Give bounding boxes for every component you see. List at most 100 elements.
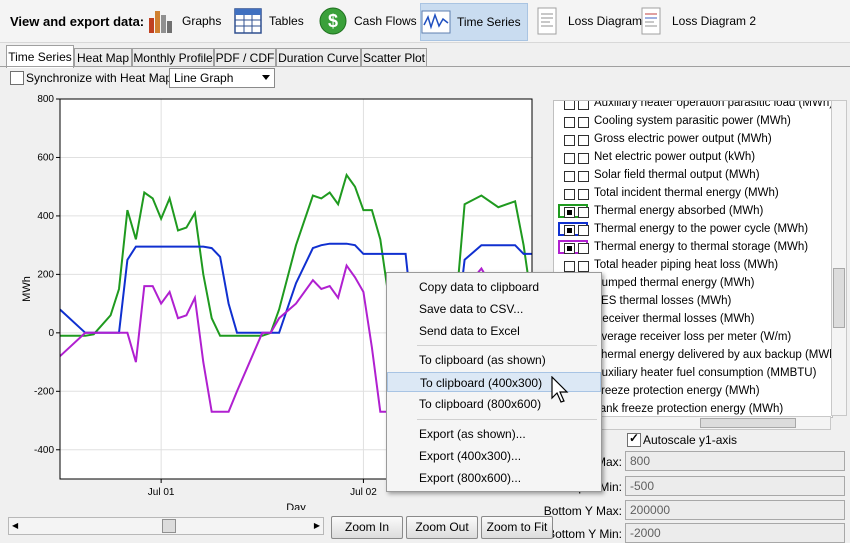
variable-label: Thermal energy absorbed (MWh) — [594, 205, 764, 217]
tab-heat-map[interactable]: Heat Map — [74, 48, 132, 67]
scroll-left-icon[interactable]: ◀ — [12, 521, 19, 530]
variable-list-scroll-thumb[interactable] — [833, 268, 845, 328]
dollar-icon: $ — [319, 7, 347, 35]
time-series-label: Time Series — [457, 15, 521, 29]
tab-pdf-cdf[interactable]: PDF / CDF — [214, 48, 276, 67]
menu-clipboard-400x300[interactable]: To clipboard (400x300) — [387, 372, 601, 392]
variable-y2-checkbox[interactable] — [578, 171, 589, 182]
variable-y1-checkbox[interactable] — [564, 207, 575, 218]
variable-item[interactable]: Total header piping heat loss (MWh) — [554, 257, 832, 275]
zoom-to-fit-button[interactable]: Zoom to Fit — [481, 516, 553, 539]
variable-item[interactable]: Gross electric power output (MWh) — [554, 131, 832, 149]
sync-heat-map-checkbox[interactable] — [10, 71, 24, 85]
variable-y2-checkbox[interactable] — [578, 261, 589, 272]
variable-list-scrollbar[interactable] — [831, 100, 847, 416]
variable-y2-checkbox[interactable] — [578, 135, 589, 146]
tab-time-series[interactable]: Time Series — [6, 45, 74, 68]
loss-diagram-button[interactable]: Loss Diagram — [532, 3, 642, 39]
bar-chart-icon — [149, 11, 172, 33]
graph-type-value: Line Graph — [174, 71, 234, 85]
zoom-out-button[interactable]: Zoom Out — [406, 516, 478, 539]
y-tick-label: 200 — [37, 269, 54, 280]
menu-send-excel[interactable]: Send data to Excel — [419, 324, 520, 338]
variable-y2-checkbox[interactable] — [578, 117, 589, 128]
menu-separator — [417, 345, 597, 346]
variable-label: Total incident thermal energy (MWh) — [594, 187, 779, 199]
graph-type-select[interactable]: Line Graph — [169, 68, 275, 88]
x-tick-label: Jul 02 — [350, 487, 377, 498]
svg-text:$: $ — [328, 11, 338, 31]
variable-label: Thermal energy to the power cycle (MWh) — [594, 223, 809, 235]
mouse-cursor-icon — [551, 376, 569, 403]
bottom-y-max-label: Bottom Y Max: — [543, 504, 622, 518]
variable-label: Auxiliary heater operation parasitic loa… — [594, 100, 833, 109]
variable-y1-checkbox[interactable] — [564, 171, 575, 182]
tab-divider — [0, 66, 850, 67]
variable-item[interactable]: Total incident thermal energy (MWh) — [554, 185, 832, 203]
variable-label: Gross electric power output (MWh) — [594, 133, 772, 145]
graphs-button[interactable]: Graphs — [146, 3, 221, 39]
variable-label: Receiver thermal losses (MWh) — [594, 313, 755, 325]
variable-y2-checkbox[interactable] — [578, 207, 589, 218]
y-tick-label: 800 — [37, 94, 54, 105]
tab-scatter-plot[interactable]: Scatter Plot — [361, 48, 427, 67]
autoscale-checkbox[interactable] — [627, 431, 641, 447]
x-axis-label: Day — [286, 502, 306, 510]
variable-item[interactable]: Auxiliary heater operation parasitic loa… — [554, 100, 833, 113]
tab-monthly-profile[interactable]: Monthly Profile — [132, 48, 214, 67]
variable-y1-checkbox[interactable] — [564, 225, 575, 236]
variable-y2-checkbox[interactable] — [578, 153, 589, 164]
variable-y1-checkbox[interactable] — [564, 261, 575, 272]
top-y-min-field[interactable]: -500 — [625, 476, 845, 496]
variable-y1-checkbox[interactable] — [564, 243, 575, 254]
variable-y2-checkbox[interactable] — [578, 189, 589, 200]
cash-flows-button[interactable]: $ Cash Flows — [318, 3, 417, 39]
bottom-y-max-field[interactable]: 200000 — [625, 500, 845, 520]
tables-label: Tables — [269, 14, 304, 28]
scroll-right-icon[interactable]: ▶ — [313, 521, 320, 530]
y-tick-label: -400 — [34, 445, 54, 456]
tables-button[interactable]: Tables — [233, 3, 304, 39]
cash-flows-label: Cash Flows — [354, 14, 417, 28]
variable-y2-checkbox[interactable] — [578, 243, 589, 254]
chart-h-scroll-thumb[interactable] — [162, 519, 176, 533]
variable-item[interactable]: Net electric power output (kWh) — [554, 149, 832, 167]
bottom-y-min-field[interactable]: -2000 — [625, 523, 845, 543]
time-series-button[interactable]: Time Series — [420, 3, 528, 41]
loss-diagram-2-button[interactable]: Loss Diagram 2 — [636, 3, 756, 39]
variable-y1-checkbox[interactable] — [564, 117, 575, 128]
variable-y2-checkbox[interactable] — [578, 101, 589, 110]
variable-label: Thermal energy to thermal storage (MWh) — [594, 241, 809, 253]
loss-diagram-label: Loss Diagram — [568, 14, 643, 28]
menu-save-csv[interactable]: Save data to CSV... — [419, 302, 524, 316]
variable-item[interactable]: Thermal energy to the power cycle (MWh) — [554, 221, 832, 239]
menu-clipboard-800x600[interactable]: To clipboard (800x600) — [419, 397, 542, 411]
toolbar-label: View and export data: — [10, 14, 145, 29]
variable-list-h-scroll-thumb[interactable] — [700, 418, 796, 428]
variable-item[interactable]: Cooling system parasitic power (MWh) — [554, 113, 832, 131]
menu-export-as-shown[interactable]: Export (as shown)... — [419, 427, 526, 441]
variable-y1-checkbox[interactable] — [564, 101, 575, 110]
tab-duration-curve[interactable]: Duration Curve — [276, 48, 361, 67]
menu-export-400x300[interactable]: Export (400x300)... — [419, 449, 522, 463]
variable-item[interactable]: Thermal energy absorbed (MWh) — [554, 203, 832, 221]
variable-y2-checkbox[interactable] — [578, 225, 589, 236]
graphs-label: Graphs — [182, 14, 222, 28]
menu-copy-data[interactable]: Copy data to clipboard — [419, 280, 540, 294]
top-y-max-field[interactable]: 800 — [625, 451, 845, 471]
x-tick-label: Jul 01 — [148, 487, 175, 498]
chevron-down-icon — [262, 75, 270, 80]
variable-label: Total header piping heat loss (MWh) — [594, 259, 779, 271]
zoom-in-button[interactable]: Zoom In — [331, 516, 403, 539]
variable-y1-checkbox[interactable] — [564, 135, 575, 146]
chart-context-menu: Copy data to clipboard Save data to CSV.… — [386, 272, 602, 492]
waveform-icon — [421, 10, 451, 34]
variable-label: Auxiliary heater fuel consumption (MMBTU… — [594, 367, 817, 379]
variable-item[interactable]: Thermal energy to thermal storage (MWh) — [554, 239, 832, 257]
menu-clipboard-as-shown[interactable]: To clipboard (as shown) — [419, 353, 546, 367]
variable-y1-checkbox[interactable] — [564, 153, 575, 164]
variable-y1-checkbox[interactable] — [564, 189, 575, 200]
menu-export-800x600[interactable]: Export (800x600)... — [419, 471, 522, 485]
y-tick-label: -200 — [34, 386, 54, 397]
variable-item[interactable]: Solar field thermal output (MWh) — [554, 167, 832, 185]
